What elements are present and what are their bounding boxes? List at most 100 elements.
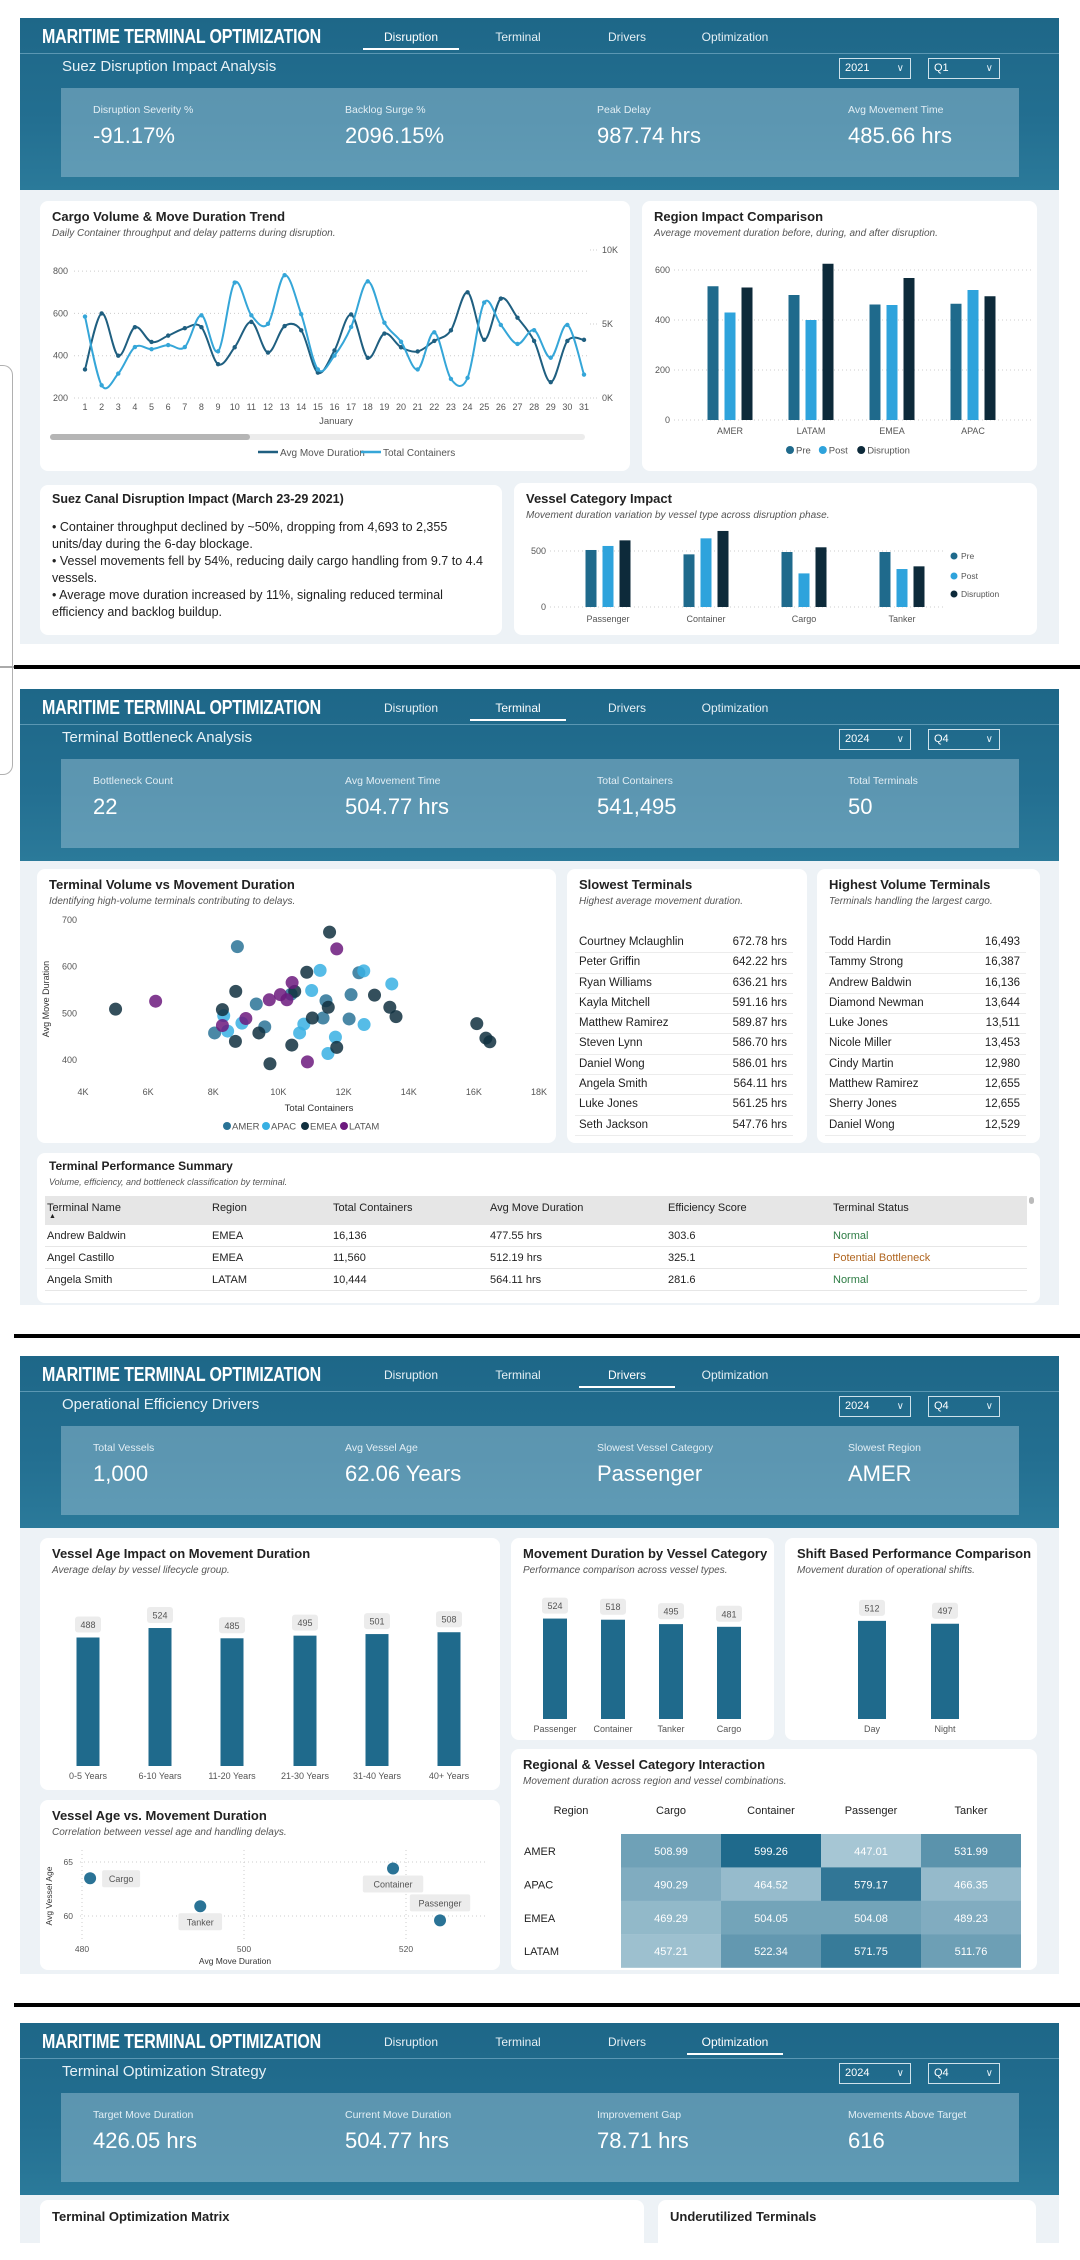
bar-post[interactable] [798,573,810,607]
data-point[interactable] [382,320,387,325]
scatter-point-latam[interactable] [300,1055,314,1069]
bar-pre[interactable] [869,304,881,421]
list-row[interactable]: Peter Griffin 642.22 hrs [575,953,793,974]
data-point[interactable] [215,349,221,354]
scatter-point-apac[interactable] [313,963,327,977]
heatmap-cell[interactable] [821,1834,921,1868]
year-dropdown[interactable]: 2021 ∨ [839,58,911,79]
bar-disruption[interactable] [984,296,996,420]
list-row[interactable]: Kayla Mitchell 591.16 hrs [575,994,793,1015]
quarter-dropdown[interactable]: Q1 ∨ [928,58,1000,79]
bar-post[interactable] [967,290,979,420]
data-point[interactable] [531,328,537,333]
data-point[interactable] [232,345,237,350]
heatmap-cell[interactable] [921,1867,1021,1901]
scatter-point-apac[interactable] [305,983,319,997]
heatmap-cell[interactable] [721,1867,821,1901]
data-point[interactable] [415,349,420,354]
data-point[interactable] [182,326,187,331]
bar[interactable] [365,1634,389,1766]
data-point[interactable] [332,348,337,353]
data-point[interactable] [432,330,437,335]
bar-disruption[interactable] [741,287,753,421]
data-point[interactable] [432,338,437,344]
scatter-point-amer[interactable] [230,940,244,954]
scatter-point-emea[interactable] [470,1017,484,1031]
column-header[interactable]: Efficiency Score [668,1202,747,1214]
tab-drivers[interactable]: Drivers [608,30,646,44]
table-scrollbar[interactable] [1029,1197,1034,1204]
heatmap-cell[interactable] [921,1934,1021,1968]
scatter-point-latam[interactable] [280,993,294,1007]
data-point[interactable] [448,376,454,382]
scatter-point[interactable] [84,1872,97,1885]
bar-disruption[interactable] [822,263,834,420]
data-point[interactable] [299,328,304,333]
list-row[interactable]: Todd Hardin 16,493 [825,933,1026,954]
data-point[interactable] [99,311,104,316]
heatmap-cell[interactable] [921,1900,1021,1935]
year-dropdown[interactable]: 2024 ∨ [839,729,911,750]
heatmap-cell[interactable] [621,1934,721,1968]
data-point[interactable] [382,331,387,336]
data-point[interactable] [282,272,287,278]
bar-pre[interactable] [683,554,695,607]
bar-post[interactable] [602,545,614,607]
data-point[interactable] [265,350,271,355]
list-row[interactable]: Steven Lynn 586.70 hrs [575,1034,793,1055]
data-point[interactable] [315,367,321,372]
list-row[interactable]: Seth Jackson 547.76 hrs [575,1116,793,1136]
bar-post[interactable] [700,538,712,607]
bar[interactable] [717,1626,741,1719]
data-point[interactable] [249,313,254,318]
scatter-point-apac[interactable] [385,977,399,991]
data-point[interactable] [565,338,570,344]
scatter-point-emea[interactable] [252,1026,266,1040]
tab-terminal[interactable]: Terminal [495,30,541,44]
data-point[interactable] [116,371,121,376]
data-point[interactable] [415,367,420,372]
data-point[interactable] [249,319,254,325]
scatter-point-latam[interactable] [215,1018,229,1032]
bar-disruption[interactable] [717,530,729,607]
bar-disruption[interactable] [815,547,827,607]
data-point[interactable] [365,279,370,284]
scatter-point-emea[interactable] [389,1010,403,1024]
scatter-point-apac[interactable] [328,1030,342,1044]
bar[interactable] [543,1618,567,1719]
data-point[interactable] [515,315,520,320]
list-row[interactable]: Sherry Jones 12,655 [825,1095,1026,1116]
bar-pre[interactable] [950,303,962,420]
scatter-point-apac[interactable] [357,964,371,978]
list-row[interactable]: Luke Jones 13,511 [825,1014,1026,1035]
scatter-point-emea[interactable] [300,965,314,979]
sort-ascending-icon[interactable]: ▲ [49,1213,56,1220]
scatter-point-emea[interactable] [330,1040,344,1054]
bar-disruption[interactable] [913,566,925,607]
bar[interactable] [76,1637,100,1766]
scatter-point[interactable] [387,1862,400,1875]
scatter-point-emea[interactable] [321,1000,335,1014]
list-row[interactable]: Tammy Strong 16,387 [825,953,1026,974]
list-row[interactable]: Matthew Ramirez 12,655 [825,1075,1026,1096]
data-point[interactable] [82,314,88,319]
list-row[interactable]: Ryan Williams 636.21 hrs [575,974,793,994]
list-row[interactable]: Andrew Baldwin 16,136 [825,974,1026,994]
column-header[interactable]: Total Containers [333,1202,413,1214]
bar[interactable] [148,1628,172,1766]
data-point[interactable] [398,339,404,344]
list-row[interactable]: Cindy Martin 12,980 [825,1055,1026,1076]
scatter-point-amer[interactable] [344,988,358,1002]
data-point[interactable] [531,338,537,344]
list-row[interactable]: Courtney Mclaughlin 672.78 hrs [575,933,793,954]
heatmap-cell[interactable] [921,1834,1021,1868]
data-point[interactable] [132,344,138,350]
tab-drivers[interactable]: Drivers [608,2035,646,2049]
bar-post[interactable] [886,305,898,420]
scatter-point-emea[interactable] [285,1038,299,1052]
list-row[interactable]: Matthew Ramirez 589.87 hrs [575,1014,793,1035]
bar-post[interactable] [896,569,908,607]
data-point[interactable] [149,346,154,352]
scatter-point-latam[interactable] [285,976,299,990]
data-point[interactable] [116,353,121,358]
